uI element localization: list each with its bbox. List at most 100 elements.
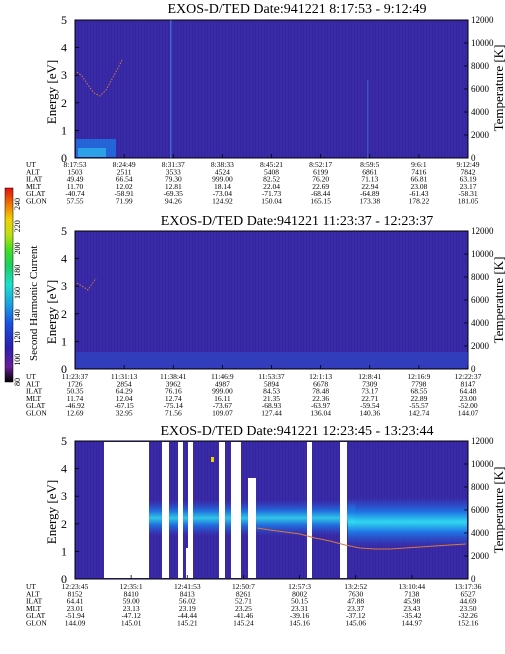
energy-tick-label: 3 <box>61 489 67 503</box>
panel-1-ylabel: Energy [eV] <box>44 60 59 124</box>
ut-cell: -40.74 <box>65 189 85 198</box>
ut-cell: 11:38:41 <box>160 372 187 381</box>
ut-cell: 76.20 <box>312 175 329 184</box>
ut-cell: -69.35 <box>164 189 184 198</box>
ut-cell: 63.19 <box>460 175 477 184</box>
temperature-tick-label: 12000 <box>471 226 494 236</box>
colorbar-label: Second Harmonic Current <box>28 246 40 361</box>
ut-cell: 6199 <box>313 167 328 176</box>
ut-cell: 4524 <box>215 167 230 176</box>
ut-cell: 173.38 <box>359 197 380 206</box>
ut-row-label: ILAT <box>26 175 43 184</box>
ut-cell: 56.02 <box>179 597 196 606</box>
ut-row-label: GLAT <box>26 611 46 620</box>
temperature-tick-label: 8000 <box>471 482 490 492</box>
temperature-tick-label: 4000 <box>471 318 490 328</box>
panel-3-temperature-trace <box>256 527 467 550</box>
energy-tick-label: 2 <box>61 307 67 321</box>
ut-cell: 7416 <box>411 167 426 176</box>
ut-cell: 73.17 <box>361 387 378 396</box>
ut-cell: 23.13 <box>123 604 140 613</box>
ut-cell: 1503 <box>68 167 83 176</box>
ut-cell: -55.57 <box>409 401 429 410</box>
panel-3-gap-2 <box>162 442 169 578</box>
panel-3-gap-7 <box>248 478 256 578</box>
temperature-tick-label: 2000 <box>471 551 490 561</box>
colorbar-tick-label: 180 <box>13 265 22 277</box>
ut-cell: 11.74 <box>67 394 84 403</box>
ut-cell: 12.69 <box>67 409 84 418</box>
panel-1-y2label: Temperature [K] <box>491 45 505 132</box>
colorbar-tick-label: 100 <box>13 354 22 366</box>
ut-cell: 64.29 <box>116 387 133 396</box>
ut-cell: 12.74 <box>165 394 182 403</box>
colorbar-tick-label: 220 <box>13 220 22 232</box>
ut-cell: 144.07 <box>458 409 479 418</box>
ut-cell: 12:41:53 <box>174 582 201 591</box>
ut-cell: 12:16:9 <box>407 372 430 381</box>
ut-cell: 57.55 <box>67 197 84 206</box>
ut-cell: -41.46 <box>234 611 254 620</box>
ut-cell: 12:50:7 <box>232 582 255 591</box>
panel-3-axis-ticks: 0 1 2 3 4 5 0 2000 4000 6000 8000 10000 12000 <box>61 434 494 586</box>
panel-1-spike-1 <box>170 20 172 158</box>
ut-cell: 66.81 <box>410 175 427 184</box>
ut-cell: -46.92 <box>65 401 85 410</box>
ut-cell: 50.15 <box>291 597 308 606</box>
colorbar-tick-label: 240 <box>13 198 22 210</box>
ut-cell: 7798 <box>411 379 426 388</box>
ut-cell: 4987 <box>215 379 230 388</box>
temperature-tick-label: 10000 <box>471 38 494 48</box>
temperature-tick-label: 12000 <box>471 436 494 446</box>
ut-cell: -63.97 <box>311 401 331 410</box>
ut-cell: 22.04 <box>263 182 280 191</box>
panel-1-low-energy-core <box>78 148 106 157</box>
panel-2-features <box>76 277 468 368</box>
ut-cell: 124.92 <box>212 197 233 206</box>
temperature-tick-label: 4000 <box>471 528 490 538</box>
ut-cell: -59.54 <box>360 401 380 410</box>
temperature-tick-label: 6000 <box>471 295 490 305</box>
ut-cell: 150.04 <box>261 197 282 206</box>
panel-3-gap-4 <box>188 442 193 578</box>
ut-cell: 12.02 <box>116 182 133 191</box>
ut-cell: 23.43 <box>403 604 420 613</box>
ut-cell: 8:59:5 <box>360 160 379 169</box>
ut-cell: 23.50 <box>460 604 477 613</box>
ut-cell: 23.17 <box>460 182 477 191</box>
ut-row-label: ALT <box>26 379 40 388</box>
ut-cell: 49.49 <box>67 175 84 184</box>
panel-3-gap-3 <box>178 442 183 578</box>
ut-cell: -37.12 <box>346 611 366 620</box>
ut-cell: 142.74 <box>409 409 430 418</box>
ut-cell: 13:10:44 <box>399 582 426 591</box>
ut-cell: 140.36 <box>359 409 380 418</box>
ut-cell: 8413 <box>180 589 195 598</box>
ut-row-label: GLON <box>26 409 47 418</box>
ut-cell: 165.15 <box>310 197 331 206</box>
ut-cell: 23.25 <box>235 604 252 613</box>
colorbar: 240 220 200 180 160 140 120 100 80 Second Harmon… <box>4 187 40 386</box>
ut-cell: -35.42 <box>402 611 422 620</box>
ut-cell: 12:22:37 <box>455 372 482 381</box>
ut-cell: -73.04 <box>213 189 233 198</box>
ut-cell: 82.52 <box>263 175 280 184</box>
ut-cell: 127.44 <box>261 409 282 418</box>
ut-cell: 6678 <box>313 379 328 388</box>
ut-cell: 2854 <box>117 379 132 388</box>
ut-cell: 6861 <box>362 167 377 176</box>
panel-2-low-energy-band <box>76 352 468 368</box>
ut-cell: 8:38:33 <box>211 160 234 169</box>
ut-cell: 12:35:1 <box>120 582 143 591</box>
ut-row-label: GLAT <box>26 401 46 410</box>
temperature-tick-label: 8000 <box>471 272 490 282</box>
panel-3-features <box>104 442 467 578</box>
temperature-tick-label: 8000 <box>471 61 490 71</box>
ut-cell: 18.14 <box>214 182 231 191</box>
ut-cell: 1726 <box>68 379 83 388</box>
energy-tick-label: 5 <box>61 434 67 448</box>
colorbar-scale <box>4 187 14 383</box>
energy-tick-label: 1 <box>61 334 67 348</box>
